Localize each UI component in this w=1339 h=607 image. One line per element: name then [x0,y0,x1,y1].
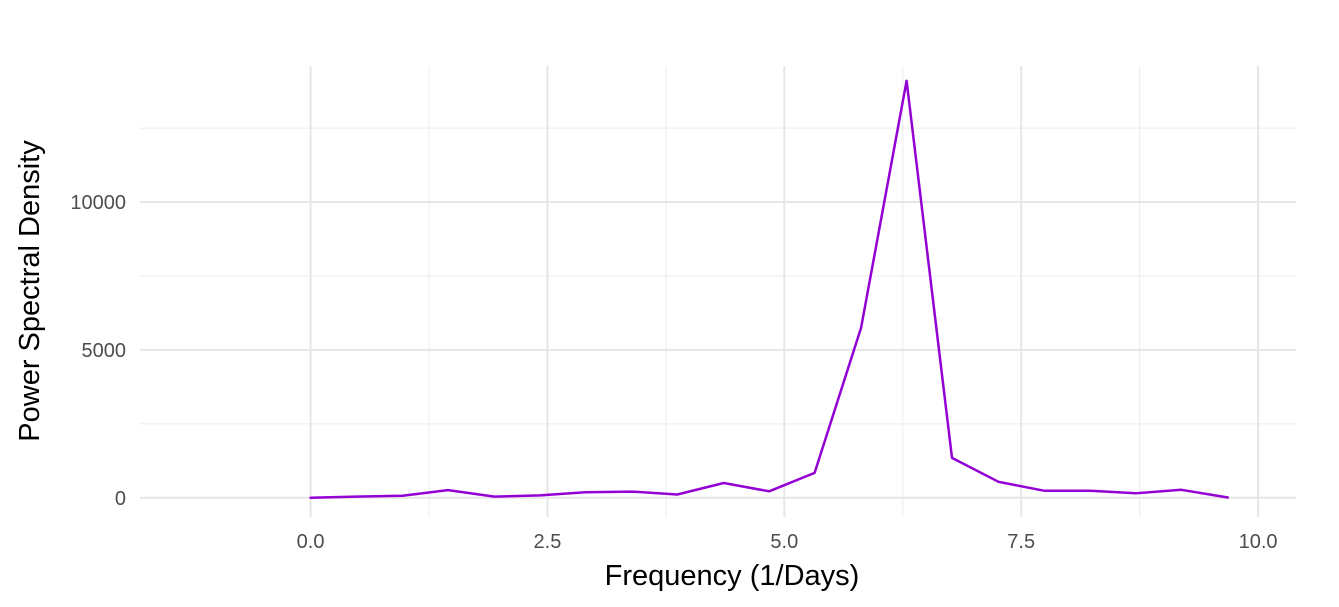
y-tick-label: 5000 [82,340,127,362]
y-tick-label: 0 [115,488,126,510]
x-tick-label: 10.0 [1239,531,1278,553]
series-layer [309,79,1230,500]
x-axis-title: Frequency (1/Days) [605,560,860,592]
y-axis-title: Power Spectral Density [14,140,46,442]
series-line [309,79,1230,500]
x-tick-label: 2.5 [534,531,562,553]
y-tick-label: 10000 [70,192,126,214]
tick-labels: 0.0 2.5 5.0 7.5 10.0 0 5000 10000 [70,192,1277,553]
x-tick-label: 0.0 [297,531,325,553]
grid-lines [140,66,1296,517]
x-tick-label: 7.5 [1007,531,1035,553]
x-tick-label: 5.0 [770,531,798,553]
